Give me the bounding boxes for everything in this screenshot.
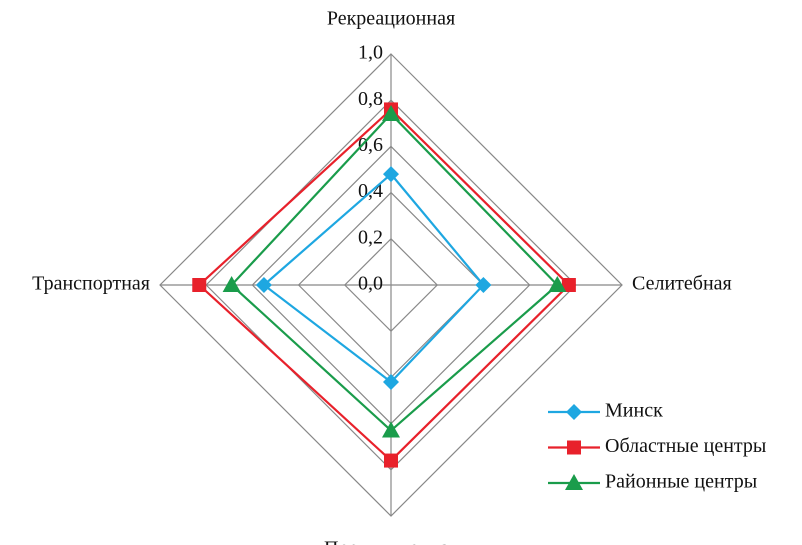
- category-label: Промышленная: [324, 538, 458, 545]
- r-tick-label: 0,2: [358, 226, 383, 248]
- data-point: [222, 276, 241, 292]
- data-point: [561, 278, 576, 292]
- data-point: [383, 166, 399, 183]
- data-point: [192, 278, 207, 292]
- legend-label: Минск: [605, 400, 663, 422]
- legend-label: Районные центры: [605, 471, 757, 493]
- data-point: [382, 105, 400, 122]
- data-point: [548, 276, 567, 292]
- legend-label: Областные центры: [605, 435, 766, 457]
- data-point: [383, 374, 399, 391]
- category-label: Транспортная: [32, 273, 150, 295]
- r-tick-label: 0,0: [358, 273, 383, 295]
- legend-marker: [567, 440, 581, 455]
- legend-marker: [565, 474, 583, 490]
- category-label: Селитебная: [632, 273, 732, 295]
- r-tick-label: 0,6: [358, 134, 383, 156]
- r-tick-label: 1,0: [358, 42, 383, 64]
- data-point: [382, 421, 400, 438]
- data-point: [475, 277, 492, 293]
- legend-marker: [566, 404, 582, 420]
- data-point: [384, 453, 398, 468]
- category-label: Рекреационная: [327, 8, 455, 30]
- r-tick-label: 0,8: [358, 88, 383, 110]
- data-point: [255, 277, 272, 293]
